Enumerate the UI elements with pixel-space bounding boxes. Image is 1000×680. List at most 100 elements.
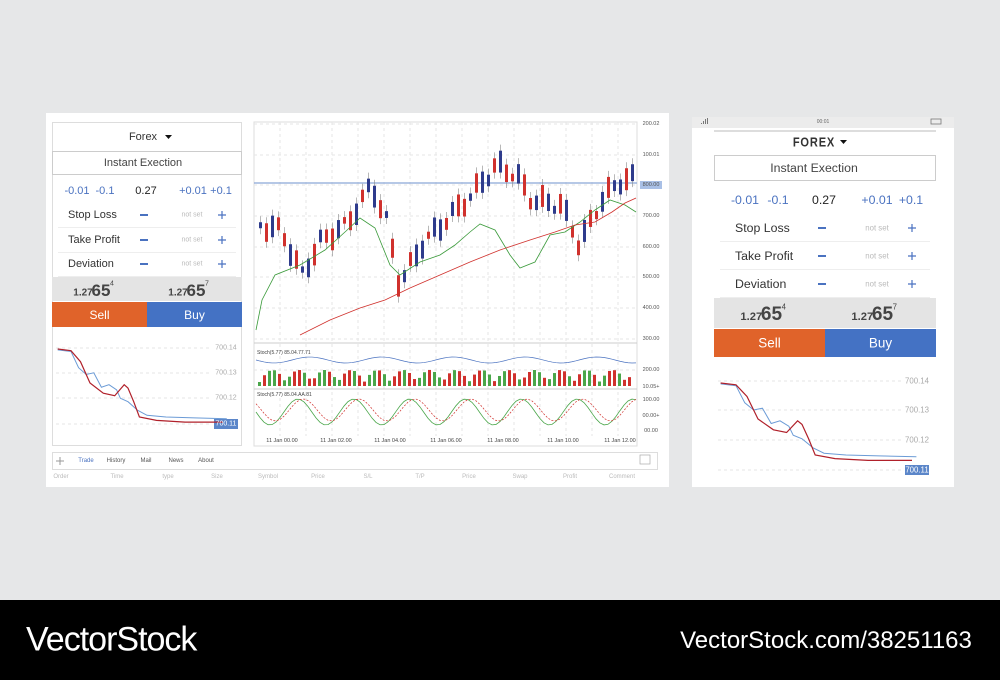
volume-bar xyxy=(308,378,311,386)
volume-bar xyxy=(313,378,316,386)
x-axis-label: 11 Jan 12.00 xyxy=(604,438,636,444)
symbol[interactable]: Forex xyxy=(128,131,158,143)
not-set[interactable]: not set xyxy=(865,279,889,289)
x-axis-label: 11 Jan 04.00 xyxy=(374,438,406,444)
candle-body xyxy=(397,275,400,297)
pips: 65 xyxy=(760,304,783,325)
mode[interactable]: Instant Exection xyxy=(770,161,858,175)
volume-bar xyxy=(368,374,371,386)
sell-button[interactable] xyxy=(52,302,147,327)
volume-bar xyxy=(338,379,341,386)
mode[interactable]: Instant Exection xyxy=(103,157,183,169)
volume-bar xyxy=(378,370,381,386)
candle-body xyxy=(325,229,328,243)
volume-bar xyxy=(548,379,551,386)
step[interactable]: +0.1 xyxy=(898,193,924,207)
not-set[interactable]: not set xyxy=(181,211,203,219)
minus[interactable] xyxy=(817,255,827,257)
row-label: Take Profit xyxy=(735,249,794,263)
plus-icon xyxy=(908,224,916,232)
step[interactable]: -0.1 xyxy=(767,193,789,207)
step[interactable]: -0.1 xyxy=(95,185,115,197)
candle-body xyxy=(271,215,274,238)
volume-bar xyxy=(328,371,331,386)
tab[interactable]: History xyxy=(106,458,126,464)
candle-body xyxy=(391,238,394,258)
volume-bar xyxy=(593,374,596,386)
volume-bar xyxy=(403,370,406,386)
mini-axis-label: 700.12 xyxy=(905,435,929,445)
minus[interactable] xyxy=(140,263,148,265)
not-set[interactable]: not set xyxy=(865,251,889,261)
minus[interactable] xyxy=(140,239,148,241)
charts xyxy=(56,118,942,475)
tab[interactable]: News xyxy=(168,458,184,464)
candle-body xyxy=(577,240,580,256)
mini-axis-label: 700.11 xyxy=(215,420,237,428)
tab[interactable]: Mail xyxy=(140,458,152,464)
not-set[interactable]: not set xyxy=(181,236,203,244)
buy-label[interactable]: Buy xyxy=(184,307,205,322)
step[interactable]: +0.01 xyxy=(179,185,207,197)
step[interactable]: +0.1 xyxy=(210,185,232,197)
volume-bar xyxy=(278,373,281,386)
volume-bar xyxy=(488,374,491,386)
candle-body xyxy=(337,220,340,239)
volume-bar xyxy=(508,370,511,386)
volume-bar xyxy=(258,382,261,386)
mini-axis-label: 700.13 xyxy=(215,369,237,377)
buy-button[interactable] xyxy=(147,302,242,327)
plus-icon xyxy=(218,236,226,244)
volume-bar xyxy=(553,373,556,386)
candle-body xyxy=(553,205,556,214)
minus[interactable] xyxy=(140,214,148,216)
minus[interactable] xyxy=(817,227,827,229)
footer xyxy=(0,600,1000,680)
volume-bar xyxy=(348,370,351,386)
symbol[interactable]: FOREX xyxy=(792,134,836,150)
candle-body xyxy=(529,198,532,210)
candle-body xyxy=(295,250,298,269)
fraction: 7 xyxy=(205,280,209,288)
volume-bar xyxy=(503,371,506,386)
pips: 65 xyxy=(186,281,206,300)
x-axis-label: 11 Jan 08.00 xyxy=(487,438,519,444)
row-label: Take Profit xyxy=(68,234,120,246)
price-tag xyxy=(214,419,238,429)
sell-label[interactable]: Sell xyxy=(89,307,110,322)
candle-body xyxy=(373,185,376,208)
candle-body xyxy=(307,258,310,278)
sell-label[interactable]: Sell xyxy=(758,335,781,351)
row-divider xyxy=(58,276,236,277)
volume-bar xyxy=(463,375,466,386)
volume-bar xyxy=(358,375,361,386)
column-header: Profit xyxy=(562,474,578,480)
plus-icon xyxy=(908,280,916,288)
volume-bar xyxy=(353,370,356,386)
candle-body xyxy=(511,173,514,182)
fraction: 7 xyxy=(892,302,897,312)
indicator-label: Stoch(5.77) 85.04.77.71 xyxy=(257,350,311,356)
column-header: Order xyxy=(53,474,69,480)
sell-button[interactable] xyxy=(714,329,825,357)
plus-icon xyxy=(908,252,916,260)
y-axis-label: 00.00+ xyxy=(642,413,660,419)
not-set[interactable]: not set xyxy=(181,260,203,268)
column-header: type xyxy=(162,474,174,480)
candle-body xyxy=(565,199,568,221)
mini-axis-label: 700.11 xyxy=(905,465,929,475)
volume-bar xyxy=(618,373,621,386)
tab[interactable]: Trade xyxy=(78,458,94,464)
volume-bar xyxy=(513,373,516,386)
candle-body xyxy=(541,185,544,207)
mini-axis-label: 700.14 xyxy=(215,344,237,352)
step[interactable]: -0.01 xyxy=(64,185,90,197)
tab[interactable]: About xyxy=(198,458,214,464)
buy-button[interactable] xyxy=(825,329,936,357)
buy-label[interactable]: Buy xyxy=(868,335,893,351)
price-tag xyxy=(905,465,929,475)
minus[interactable] xyxy=(817,283,827,285)
step[interactable]: -0.01 xyxy=(730,193,760,207)
step[interactable]: +0.01 xyxy=(861,193,893,207)
not-set[interactable]: not set xyxy=(865,223,889,233)
